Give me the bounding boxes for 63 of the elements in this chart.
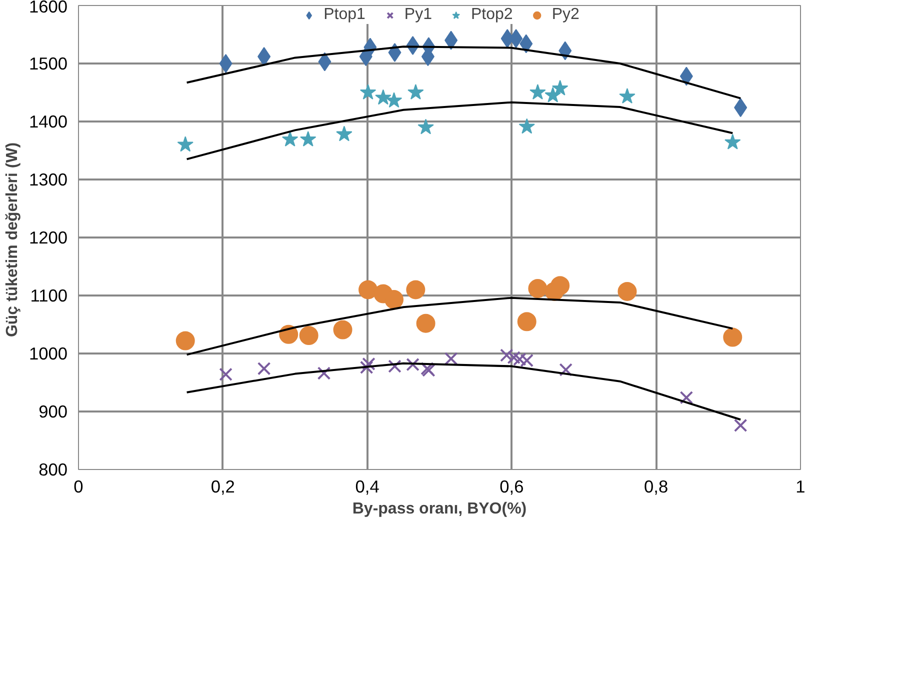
x-axis-title: By-pass oranı, BYO(%) — [352, 500, 527, 518]
point — [176, 331, 195, 350]
point — [530, 84, 546, 100]
point — [418, 118, 434, 134]
point — [528, 279, 548, 298]
point — [723, 328, 742, 347]
y-tick-label: 1300 — [28, 170, 68, 190]
point — [219, 368, 232, 382]
y-tick-label: 1100 — [30, 286, 68, 306]
point — [734, 418, 748, 432]
line-series — [186, 362, 742, 421]
y-tick-label: 1400 — [28, 112, 68, 132]
point — [552, 80, 568, 96]
point — [299, 326, 318, 345]
point — [559, 363, 573, 376]
point — [416, 314, 436, 333]
point — [408, 84, 424, 100]
point — [282, 130, 298, 146]
x-tick-label: 0,2 — [210, 476, 235, 496]
point — [317, 366, 331, 380]
y-tick-label: 900 — [38, 402, 68, 422]
legend-label: Ptop1 — [324, 6, 366, 24]
x-tick-label: 0,8 — [644, 476, 668, 496]
point — [619, 88, 636, 104]
point — [512, 352, 526, 366]
x-tick-label: 0,6 — [500, 476, 524, 496]
point — [518, 118, 535, 134]
point — [362, 357, 376, 371]
point — [375, 89, 392, 105]
point — [724, 134, 741, 150]
legend-label: Py1 — [404, 6, 432, 24]
point — [360, 84, 376, 100]
point — [177, 136, 194, 152]
y-axis-title: Güç tüketim değerleri (W) — [4, 142, 21, 338]
point — [219, 54, 232, 73]
point — [300, 130, 316, 146]
legend-label: Ptop2 — [471, 6, 513, 24]
point — [333, 320, 352, 340]
x-tick-label: 0 — [74, 476, 84, 496]
point — [500, 348, 514, 362]
y-tick-label: 800 — [38, 460, 68, 480]
point — [358, 280, 378, 300]
y-tick-label: 1000 — [28, 344, 68, 364]
x-tick-label: 0,4 — [355, 476, 380, 496]
point — [336, 126, 352, 142]
y-tick-label: 1500 — [28, 54, 68, 74]
point — [406, 358, 420, 372]
x-tick-label: 1 — [796, 476, 806, 496]
point — [444, 352, 458, 366]
legend-label: Py2 — [552, 6, 580, 24]
point — [550, 276, 570, 296]
point — [388, 360, 402, 373]
point — [406, 280, 426, 300]
y-tick-label: 1600 — [28, 0, 68, 16]
point — [517, 312, 536, 332]
y-tick-label: 1200 — [28, 228, 68, 248]
point — [680, 390, 694, 404]
point — [386, 92, 402, 108]
point — [257, 362, 271, 376]
point — [544, 86, 561, 102]
point — [384, 290, 404, 310]
point — [360, 360, 374, 374]
point — [618, 282, 637, 301]
